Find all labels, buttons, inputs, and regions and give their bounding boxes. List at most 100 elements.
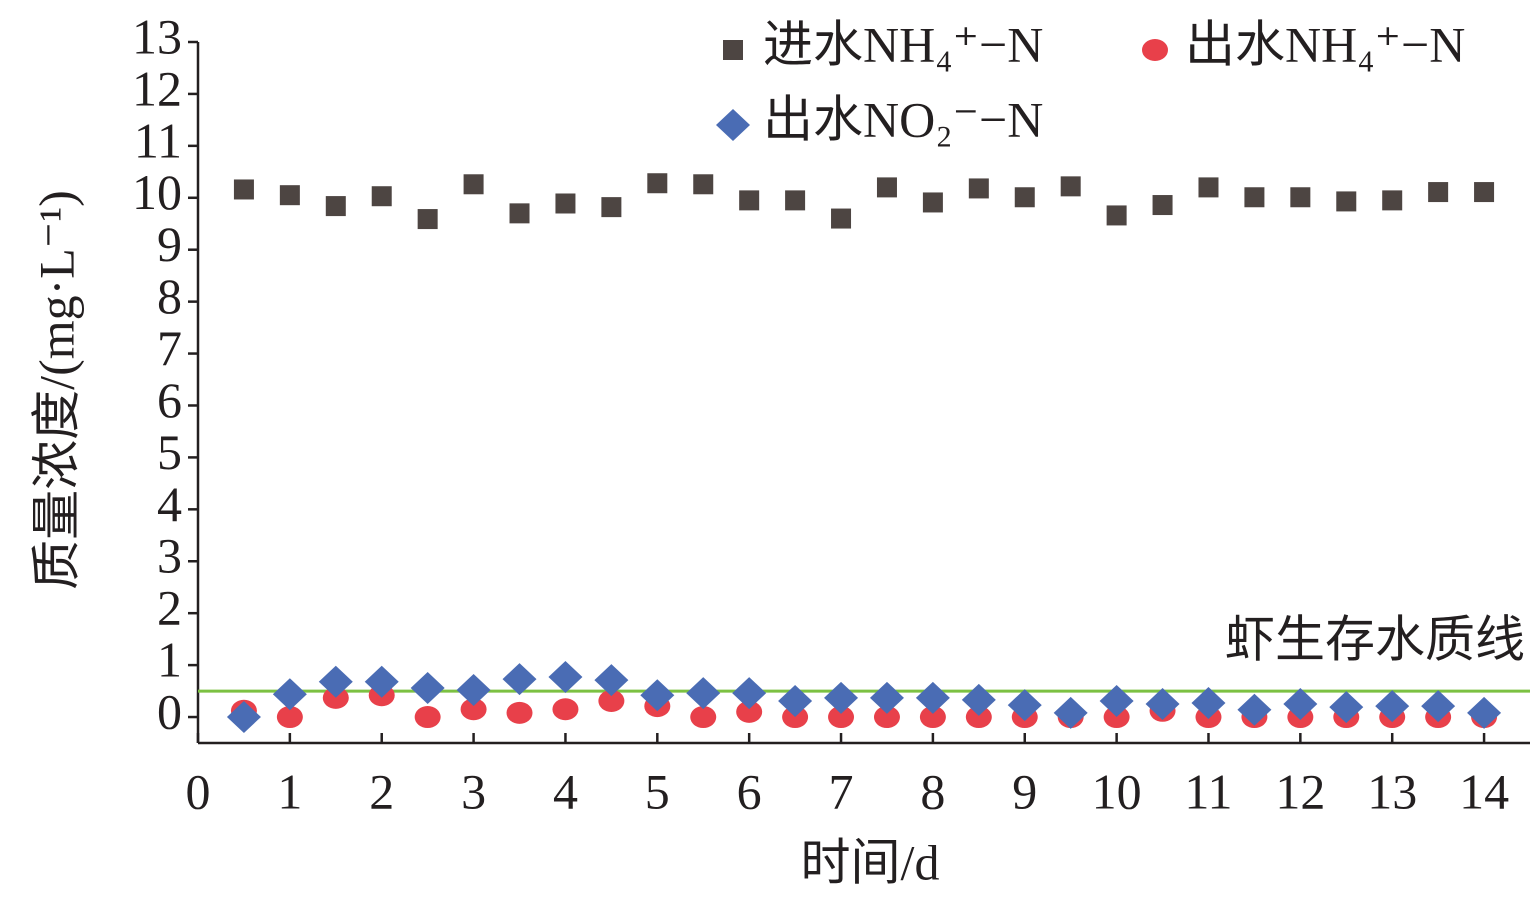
diamond-marker [1283, 688, 1318, 721]
legend-label: 进水NH₄⁺−N [763, 16, 1043, 72]
diamond-marker [1007, 689, 1042, 722]
circle-marker [736, 700, 763, 723]
x-tick-label: 0 [186, 763, 211, 819]
square-marker [1060, 176, 1081, 197]
x-tick-label: 6 [737, 763, 762, 819]
y-tick-label: 0 [157, 684, 182, 740]
diamond-marker [456, 674, 491, 707]
circle-marker [598, 689, 625, 712]
y-tick-label: 11 [134, 112, 182, 168]
x-tick-label: 2 [369, 763, 394, 819]
x-tick-label: 4 [553, 763, 578, 819]
square-marker [876, 177, 897, 198]
circle-marker [276, 706, 303, 729]
square-marker [739, 190, 760, 211]
diamond-marker [778, 684, 813, 717]
y-tick-label: 12 [132, 60, 182, 116]
y-tick-label: 5 [157, 424, 182, 480]
x-tick-label: 3 [461, 763, 486, 819]
square-marker [785, 190, 806, 211]
diamond-marker [1421, 690, 1456, 723]
square-marker [555, 193, 576, 214]
y-tick-label: 6 [157, 372, 182, 428]
diamond-marker [502, 663, 537, 696]
y-tick-label: 4 [157, 476, 182, 532]
x-tick-label: 14 [1459, 763, 1509, 819]
square-marker [1014, 187, 1035, 208]
square-marker [1474, 182, 1495, 203]
diamond-marker [272, 678, 307, 711]
diamond-marker [1329, 691, 1364, 724]
square-marker [968, 178, 989, 199]
x-tick-label: 13 [1367, 763, 1417, 819]
diamond-marker [548, 661, 583, 694]
y-tick-label: 3 [157, 528, 182, 584]
square-marker [279, 185, 300, 206]
legend-marker [1142, 39, 1168, 61]
x-tick-label: 8 [920, 763, 945, 819]
y-tick-label: 7 [157, 320, 182, 376]
square-marker [693, 174, 714, 195]
diamond-marker [869, 681, 904, 714]
square-marker [371, 186, 392, 207]
square-marker [1336, 191, 1357, 212]
square-marker [1428, 182, 1449, 203]
square-marker [1198, 177, 1219, 198]
circle-marker [1103, 706, 1130, 729]
square-marker [647, 173, 668, 194]
square-marker [1382, 190, 1403, 211]
y-tick-label: 13 [132, 8, 182, 64]
diamond-marker [1237, 693, 1272, 726]
diamond-marker [640, 679, 675, 712]
circle-marker [828, 706, 855, 729]
legend-marker [716, 109, 750, 141]
x-tick-label: 9 [1012, 763, 1037, 819]
diamond-marker [410, 671, 445, 704]
diamond-marker [1145, 688, 1180, 721]
x-tick-label: 12 [1275, 763, 1325, 819]
diamond-marker [961, 683, 996, 716]
circle-marker [965, 706, 992, 729]
square-marker [1290, 187, 1311, 208]
diamond-marker [364, 665, 399, 698]
square-marker [509, 203, 530, 224]
diamond-marker [1099, 684, 1134, 717]
circle-marker [690, 706, 717, 729]
square-marker [601, 197, 622, 218]
legend-marker [723, 40, 743, 60]
circle-marker [414, 706, 441, 729]
diamond-marker [686, 677, 721, 710]
y-tick-label: 2 [157, 580, 182, 636]
diamond-marker [915, 681, 950, 714]
x-axis-label: 时间/d [801, 834, 940, 890]
y-tick-label: 9 [157, 216, 182, 272]
circle-marker [322, 686, 349, 709]
square-marker [1106, 205, 1127, 226]
circle-marker [460, 698, 487, 721]
y-tick-label: 8 [157, 268, 182, 324]
square-marker [463, 174, 484, 195]
square-marker [417, 209, 438, 230]
square-marker [922, 192, 943, 213]
legend-label: 出水NH₄⁺−N [1185, 16, 1465, 72]
y-tick-label: 1 [157, 632, 182, 688]
circle-marker [919, 706, 946, 729]
square-marker [233, 179, 254, 200]
square-marker [1244, 187, 1265, 208]
circle-marker [873, 706, 900, 729]
reference-line-label: 虾生存水质线 [1225, 612, 1525, 668]
diamond-marker [226, 701, 261, 734]
legend-label: 出水NO₂⁻−N [763, 91, 1043, 147]
y-tick-label: 10 [132, 164, 182, 220]
square-marker [831, 208, 852, 229]
y-axis-label: 质量浓度/(mg·L⁻¹) [28, 190, 84, 590]
x-tick-label: 11 [1184, 763, 1232, 819]
x-tick-label: 1 [277, 763, 302, 819]
x-tick-label: 10 [1092, 763, 1142, 819]
circle-marker [506, 701, 533, 724]
x-tick-label: 7 [829, 763, 854, 819]
diamond-marker [732, 677, 767, 710]
diamond-marker [318, 665, 353, 698]
